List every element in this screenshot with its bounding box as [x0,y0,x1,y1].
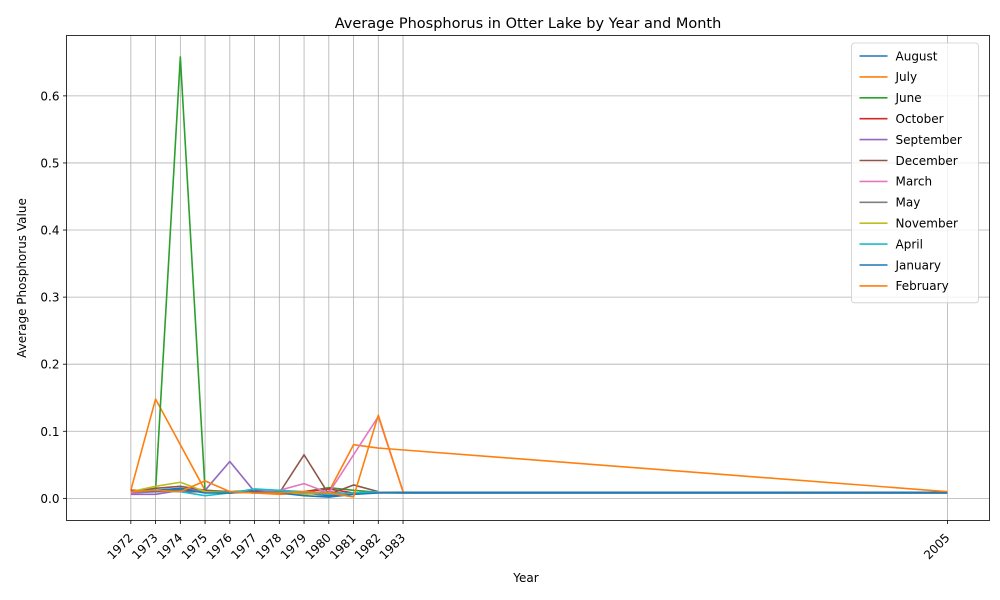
legend-label: July [895,70,918,84]
y-tick-label: 0.5 [40,156,59,170]
y-tick-label: 0.6 [40,89,59,103]
x-tick-label: 1972 [104,531,135,562]
x-tick-label: 1976 [203,531,234,562]
legend-label: August [896,49,938,63]
series-line-february [130,414,404,498]
y-tick-label: 0.0 [40,492,59,506]
x-tick-label: 1975 [179,531,210,562]
legend-label: April [896,237,923,251]
x-tick-label: 1981 [327,531,358,562]
x-tick-label: 1973 [129,531,160,562]
legend-box [851,42,979,304]
x-tick-label: 1978 [253,531,284,562]
x-tick-label: 2005 [921,531,952,562]
legend-label: September [896,133,962,147]
legend-label: February [896,279,949,293]
legend-label: October [896,112,944,126]
y-tick-label: 0.3 [40,291,59,305]
legend-label: January [895,258,942,272]
plot-area [66,35,990,521]
series-line-july [130,398,948,496]
legend-label: November [896,217,958,231]
legend-label: May [896,196,921,210]
series-lines [130,56,948,498]
legend-label: December [896,154,958,168]
x-axis-ticks: 1972197319741975197619771978197919801981… [104,520,953,562]
legend-label: March [896,175,933,189]
x-tick-label: 1980 [302,531,333,562]
x-tick-label: 1979 [278,531,309,562]
legend-label: June [895,91,922,105]
x-tick-label: 1974 [154,531,185,562]
y-tick-label: 0.1 [40,425,59,439]
y-axis-title: Average Phosphorus Value [15,198,29,358]
y-axis-ticks: 0.0 0.1 0.2 0.3 0.4 0.5 0.6 [40,89,67,506]
y-tick-label: 0.2 [40,358,59,372]
y-tick-label: 0.4 [40,224,59,238]
legend: August July June October September December Ma… [851,42,979,304]
x-tick-label: 1982 [352,531,383,562]
x-tick-label: 1983 [377,531,408,562]
plot-frame [66,35,990,521]
x-tick-label: 1977 [228,531,259,562]
x-axis-title: Year [512,571,538,585]
grid-lines [66,35,990,521]
chart-title: Average Phosphorus in Otter Lake by Year… [335,16,722,32]
